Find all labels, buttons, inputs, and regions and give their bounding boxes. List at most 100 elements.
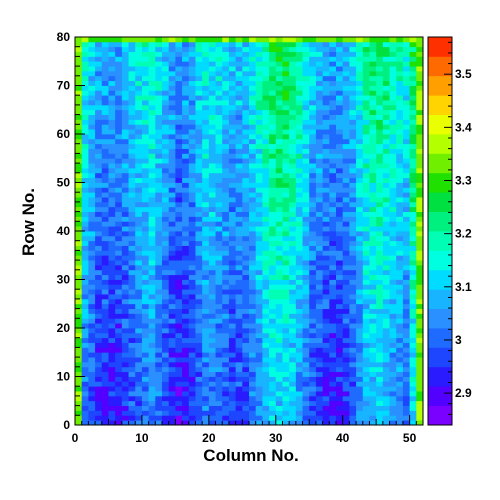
- heatmap-cell: [329, 313, 337, 319]
- heatmap-cell: [255, 124, 263, 130]
- color-scale-tick-label: 3.2: [455, 227, 472, 241]
- heatmap-cell: [302, 177, 310, 183]
- heatmap-cell: [262, 182, 270, 188]
- heatmap-cell: [396, 124, 404, 130]
- heatmap-cell: [322, 37, 330, 43]
- heatmap-cell: [382, 264, 390, 271]
- heatmap-cell: [356, 337, 364, 343]
- heatmap-cell: [81, 400, 89, 406]
- heatmap-cell: [382, 361, 390, 368]
- heatmap-cell: [81, 274, 89, 280]
- heatmap-cell: [128, 332, 136, 339]
- heatmap-cell: [322, 231, 330, 237]
- heatmap-cell: [382, 163, 390, 169]
- heatmap-cell: [275, 294, 283, 300]
- heatmap-cell: [282, 395, 290, 402]
- heatmap-cell: [81, 153, 89, 159]
- heatmap-cell: [282, 61, 290, 67]
- heatmap-cell: [329, 226, 337, 232]
- heatmap-cell: [289, 303, 297, 309]
- heatmap-cell: [242, 269, 250, 276]
- heatmap-cell: [88, 294, 96, 300]
- heatmap-cell: [141, 80, 150, 86]
- heatmap-cell: [349, 298, 357, 305]
- heatmap-cell: [108, 51, 116, 57]
- heatmap-cell: [135, 177, 143, 183]
- heatmap-cell: [396, 51, 404, 57]
- heatmap-cell: [175, 109, 183, 115]
- heatmap-cell: [295, 395, 303, 402]
- heatmap-cell: [409, 211, 417, 217]
- heatmap-cell: [128, 391, 136, 397]
- heatmap-cell: [416, 104, 424, 111]
- heatmap-cell: [222, 80, 230, 86]
- heatmap-cell: [128, 119, 136, 125]
- heatmap-cell: [135, 352, 143, 358]
- heatmap-cell: [155, 114, 163, 120]
- heatmap-cell: [155, 366, 163, 373]
- heatmap-cell: [396, 245, 404, 251]
- heatmap-cell: [162, 405, 170, 411]
- heatmap-cell: [108, 104, 116, 111]
- heatmap-cell: [336, 357, 344, 363]
- heatmap-cell: [195, 119, 203, 125]
- heatmap-cell: [262, 405, 270, 411]
- heatmap-cell: [269, 347, 277, 353]
- heatmap-cell: [396, 308, 404, 314]
- heatmap-cell: [81, 371, 89, 377]
- heatmap-cell: [362, 347, 370, 353]
- heatmap-cell: [242, 197, 250, 203]
- heatmap-cell: [302, 303, 310, 309]
- heatmap-cell: [202, 400, 210, 406]
- heatmap-cell: [356, 318, 364, 324]
- heatmap-cell: [182, 284, 190, 290]
- heatmap-cell: [168, 41, 176, 48]
- heatmap-cell: [148, 221, 156, 227]
- heatmap-cell: [362, 352, 370, 358]
- heatmap-cell: [228, 109, 237, 115]
- heatmap-cell: [108, 70, 116, 77]
- heatmap-cell: [135, 192, 143, 198]
- heatmap-cell: [342, 114, 350, 120]
- heatmap-cell: [329, 129, 337, 135]
- heatmap-cell: [195, 66, 203, 72]
- heatmap-cell: [322, 177, 330, 183]
- heatmap-cell: [255, 163, 263, 169]
- heatmap-cell: [362, 342, 370, 348]
- heatmap-cell: [376, 391, 384, 397]
- color-scale-band: [428, 37, 452, 57]
- heatmap-cell: [295, 386, 303, 392]
- heatmap-cell: [155, 216, 163, 222]
- heatmap-cell: [175, 269, 183, 276]
- heatmap-cell: [228, 95, 237, 101]
- heatmap-cell: [202, 269, 210, 276]
- heatmap-cell: [315, 100, 324, 106]
- heatmap-cell: [255, 119, 263, 125]
- heatmap-cell: [262, 192, 270, 198]
- heatmap-cell: [175, 400, 183, 406]
- heatmap-cell: [188, 318, 196, 324]
- heatmap-cell: [275, 153, 283, 159]
- heatmap-cell: [315, 357, 324, 363]
- heatmap-cell: [309, 197, 317, 203]
- heatmap-cell: [382, 255, 390, 261]
- heatmap-cell: [282, 420, 290, 426]
- heatmap-cell: [275, 100, 283, 106]
- heatmap-cell: [396, 328, 404, 334]
- heatmap-cell: [249, 129, 257, 135]
- heatmap-cell: [349, 303, 357, 309]
- heatmap-cell: [295, 192, 303, 198]
- heatmap-cell: [101, 405, 109, 411]
- heatmap-cell: [369, 90, 377, 96]
- heatmap-cell: [135, 37, 143, 43]
- heatmap-cell: [215, 70, 223, 77]
- heatmap-cell: [269, 332, 277, 339]
- heatmap-cell: [75, 395, 83, 402]
- heatmap-cell: [409, 420, 417, 426]
- heatmap-cell: [95, 211, 103, 217]
- heatmap-cell: [315, 415, 324, 421]
- heatmap-cell: [255, 260, 263, 266]
- heatmap-cell: [195, 85, 203, 91]
- heatmap-cell: [376, 56, 384, 62]
- heatmap-cell: [322, 328, 330, 334]
